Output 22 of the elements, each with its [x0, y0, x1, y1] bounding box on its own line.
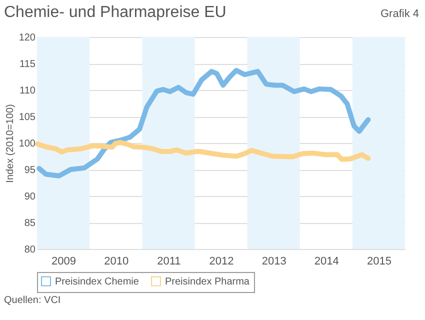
y-tick-label: 105	[18, 112, 36, 123]
x-tick-label: 2009	[52, 256, 76, 268]
y-tick-label: 80	[24, 244, 36, 256]
y-tick-label: 120	[18, 32, 36, 44]
x-tick-label: 2010	[104, 256, 129, 268]
y-tick-label: 95	[24, 165, 36, 176]
x-tick-label: 2014	[314, 256, 339, 268]
x-tick-label: 2013	[262, 256, 286, 268]
y-tick-label: 115	[20, 59, 36, 70]
x-tick-label: 2012	[209, 256, 234, 268]
x-tick-label: 2015	[366, 256, 392, 268]
chart-title: Chemie- und Pharmapreise EU	[4, 4, 226, 22]
legend-label: Preisindex Pharma	[165, 276, 250, 288]
text: Grafik 4	[380, 8, 419, 20]
y-tick-label: 100	[18, 138, 36, 150]
x-tick-label: 2011	[157, 256, 181, 268]
legend-label: Preisindex Chemie	[55, 276, 140, 288]
y-tick-label: 85	[24, 218, 36, 229]
y-axis-title: Index (2010=100)	[4, 104, 16, 183]
y-tick-label: 90	[24, 192, 36, 202]
y-tick-label: 110	[20, 86, 36, 96]
source-note: Quellen: VCI	[3, 295, 62, 306]
